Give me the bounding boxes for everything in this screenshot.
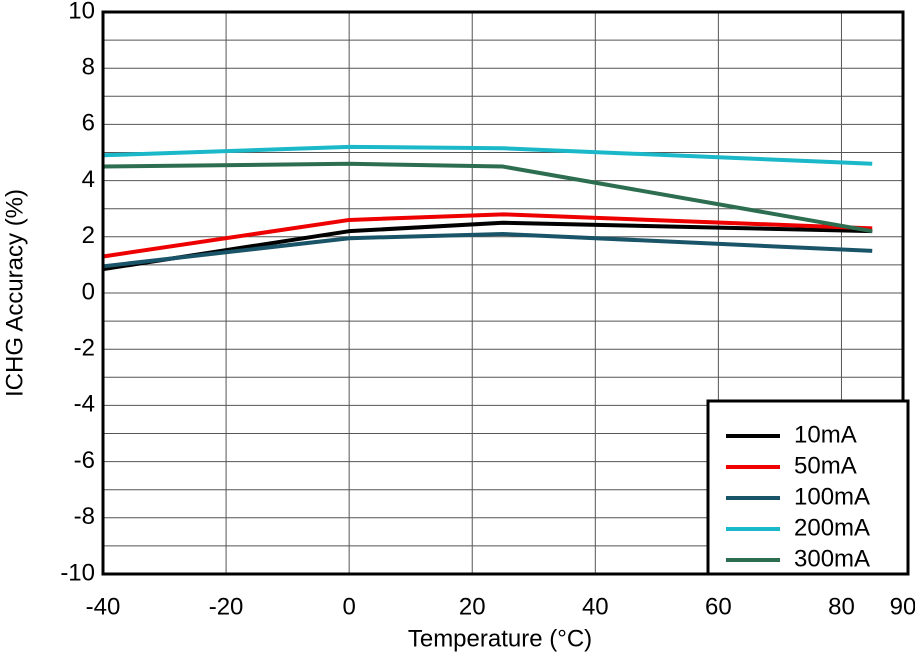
x-tick-label: 20 — [459, 593, 486, 620]
plot-border — [101, 10, 905, 576]
y-tick-label: 4 — [82, 166, 95, 193]
legend-box — [706, 399, 910, 576]
legend-label: 50mA — [794, 452, 857, 479]
x-tick-label: -20 — [209, 593, 244, 620]
y-tick-label: 6 — [82, 110, 95, 137]
y-tick-label: 10 — [68, 0, 95, 24]
line-series — [102, 220, 873, 272]
line-series — [102, 161, 873, 234]
y-tick-label: 0 — [82, 278, 95, 305]
y-tick-label: 8 — [82, 54, 95, 81]
y-tick-label: 2 — [82, 222, 95, 249]
x-axis-label: Temperature (°C) — [408, 625, 592, 652]
legend-label: 300mA — [794, 545, 870, 572]
line-series — [102, 231, 873, 269]
x-tick-label: 80 — [828, 593, 855, 620]
x-tick-label: 90 — [890, 593, 915, 620]
x-tick-label: 60 — [705, 593, 732, 620]
x-tick-label: -40 — [86, 593, 121, 620]
legend-label: 200mA — [794, 514, 870, 541]
y-tick-label: -8 — [74, 503, 95, 530]
y-tick-label: -6 — [74, 447, 95, 474]
legend-label: 10mA — [794, 421, 857, 448]
y-axis-label: ICHG Accuracy (%) — [1, 189, 28, 397]
x-tick-label: 40 — [582, 593, 609, 620]
line-series — [102, 144, 873, 166]
legend-label: 100mA — [794, 483, 870, 510]
y-tick-label: -4 — [74, 391, 95, 418]
y-tick-label: -2 — [74, 335, 95, 362]
y-tick-label: -10 — [60, 559, 95, 586]
line-series — [102, 212, 873, 259]
x-tick-label: 0 — [342, 593, 355, 620]
